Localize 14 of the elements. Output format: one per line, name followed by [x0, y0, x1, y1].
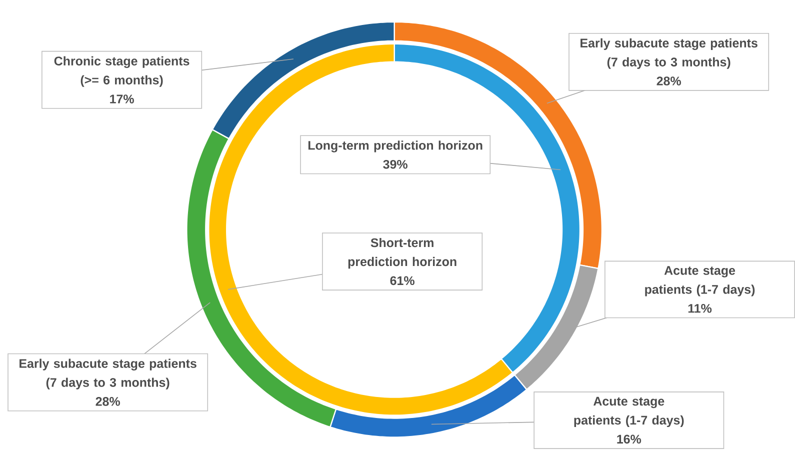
data-label: 28%	[96, 396, 120, 406]
data-label: 39%	[383, 160, 408, 169]
data-label: 16%	[617, 434, 642, 444]
slice-label: Long-term prediction horizon	[308, 140, 482, 152]
slice-label: Short-term prediction horizon	[348, 238, 456, 268]
slice-label: Acute stage patients (1-7 days)	[574, 396, 684, 427]
slice-label: Early subacute stage patients (7 days to 3 months)	[20, 358, 196, 390]
slice-label: Early subacute stage patients (7 days to 3 months)	[580, 38, 758, 69]
data-label: 61%	[390, 276, 414, 285]
slice-label: Chronic stage patients (>= 6 months)	[54, 56, 190, 87]
slice-label: Acute stage patients (1-7 days)	[645, 266, 755, 296]
data-label: 17%	[110, 94, 134, 104]
data-label: 11%	[688, 304, 712, 313]
data-label: 28%	[656, 76, 681, 86]
